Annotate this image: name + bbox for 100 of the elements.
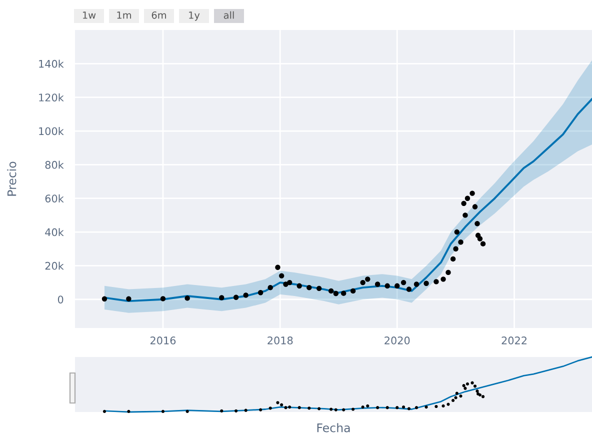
point <box>360 280 366 286</box>
point <box>459 394 462 398</box>
point <box>233 294 239 300</box>
point <box>220 409 224 412</box>
y-tick-label: 100k <box>39 127 64 136</box>
point <box>316 286 322 292</box>
point <box>308 406 311 410</box>
point <box>442 404 445 408</box>
text: 1m <box>117 12 132 19</box>
point <box>259 408 262 412</box>
point <box>476 390 479 393</box>
point <box>318 407 321 410</box>
point <box>446 402 450 406</box>
point <box>450 256 456 262</box>
text: 1y <box>189 12 200 21</box>
point <box>472 204 478 210</box>
point <box>374 282 380 287</box>
point <box>466 382 470 386</box>
x-tick-label: 2018 <box>268 336 293 344</box>
point <box>461 200 466 206</box>
point <box>184 296 190 301</box>
point <box>102 296 108 302</box>
point <box>160 296 166 302</box>
point <box>480 241 486 246</box>
point <box>278 273 284 278</box>
point <box>470 190 475 196</box>
text: 1w <box>83 12 96 19</box>
point <box>400 280 406 286</box>
point <box>280 403 284 406</box>
point <box>330 408 333 411</box>
y-tick-label: 80k <box>45 160 64 169</box>
point <box>296 283 302 289</box>
point <box>284 406 288 410</box>
x-tick-label: 2016 <box>150 336 176 344</box>
point <box>352 408 355 411</box>
point <box>414 406 418 410</box>
point <box>458 240 464 245</box>
point <box>342 408 346 412</box>
text: all <box>224 11 234 19</box>
point <box>406 286 412 292</box>
point <box>306 284 312 290</box>
point <box>268 284 273 290</box>
point <box>396 406 399 410</box>
point <box>462 212 468 218</box>
point <box>258 290 264 296</box>
point <box>244 408 248 412</box>
point <box>126 296 132 302</box>
point <box>286 280 292 286</box>
point <box>275 264 280 270</box>
y-tick-label: 140k <box>39 60 64 68</box>
point <box>186 410 189 414</box>
point <box>481 395 485 398</box>
point <box>276 401 280 404</box>
point <box>470 381 474 384</box>
point <box>402 405 406 409</box>
y-tick-label: 40k <box>45 228 64 236</box>
point <box>477 236 483 242</box>
point <box>462 384 466 388</box>
point <box>414 282 420 287</box>
point <box>333 290 339 296</box>
point <box>440 276 446 282</box>
point <box>464 196 470 201</box>
point <box>473 384 477 388</box>
point <box>455 392 458 395</box>
point <box>454 229 460 235</box>
point <box>366 404 370 408</box>
point <box>361 405 364 409</box>
point <box>350 288 356 294</box>
point <box>340 290 346 296</box>
point <box>298 406 301 410</box>
point <box>365 276 370 282</box>
point <box>452 398 455 402</box>
point <box>424 280 429 286</box>
point <box>376 406 380 410</box>
x-tick-label: 2022 <box>502 336 526 344</box>
y-axis-title: Precio <box>7 162 16 196</box>
point <box>161 410 165 414</box>
y-tick-label: 120k <box>39 93 64 102</box>
point <box>464 386 467 390</box>
point <box>334 408 338 412</box>
point <box>453 246 458 252</box>
point <box>424 405 428 409</box>
point <box>446 270 451 276</box>
point <box>454 396 458 400</box>
point <box>283 282 288 287</box>
point <box>127 410 130 414</box>
point <box>288 405 292 409</box>
point <box>102 410 106 414</box>
point <box>328 288 334 294</box>
point <box>219 295 224 300</box>
y-tick-label: 20k <box>45 262 64 270</box>
point <box>234 409 238 412</box>
x-tick-label: 2020 <box>384 336 410 344</box>
text: 6m <box>152 11 166 19</box>
y-tick-label: 0 <box>58 296 64 304</box>
point <box>394 283 400 289</box>
point <box>268 406 272 410</box>
point <box>434 279 439 284</box>
point <box>407 407 411 410</box>
point <box>386 406 389 410</box>
